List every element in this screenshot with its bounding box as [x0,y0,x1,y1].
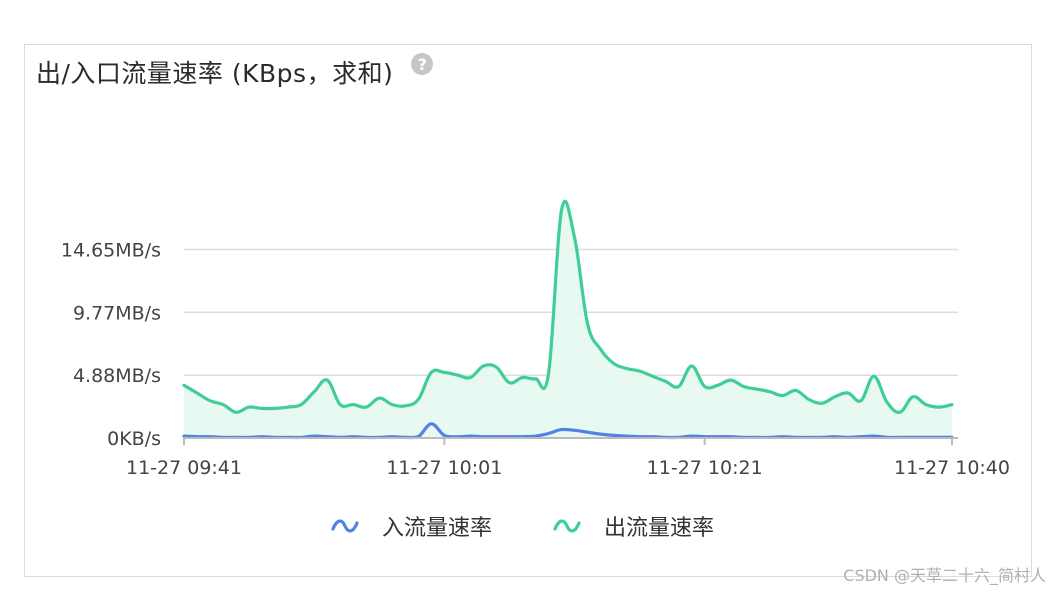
series-line-outbound [182,199,954,414]
legend-wave-icon-inbound [331,519,359,533]
legend-wave-icon-outbound [553,519,581,533]
x-tick-label: 11-27 10:40 [894,457,1010,479]
legend-item-inbound[interactable]: 入流量速率 [330,510,492,542]
x-tick-label: 11-27 10:21 [647,457,763,479]
y-tick-label: 0KB/s [107,428,161,450]
y-tick-label: 14.65MB/s [61,240,161,262]
area-layer [184,201,952,438]
y-tick-labels: 0KB/s 4.88MB/s 9.77MB/s 14.65MB/s [61,240,161,450]
y-tick-label: 9.77MB/s [73,302,161,324]
chart-card [24,44,1032,577]
chart-title: 出/入口流量速率 (KBps，求和) [36,59,394,88]
x-tick-label: 11-27 09:41 [126,457,242,479]
watermark: CSDN @天草二十六_简村人 [843,566,1046,585]
legend-label-outbound: 出流量速率 [604,516,715,541]
x-tick-label: 11-27 10:01 [386,457,502,479]
help-icon[interactable]: ? [411,53,434,75]
title-row: 出/入口流量速率 (KBps，求和) ? [36,53,434,90]
axis-layer [183,437,958,445]
series-area-outbound [184,201,952,438]
x-tick-labels: 11-27 09:41 11-27 10:01 11-27 10:21 11-27 1… [126,457,1010,479]
legend-label-inbound: 入流量速率 [382,516,493,541]
legend: 入流量速率 出流量速率 [330,510,774,542]
y-tick-label: 4.88MB/s [73,365,161,387]
legend-item-outbound[interactable]: 出流量速率 [552,510,714,542]
